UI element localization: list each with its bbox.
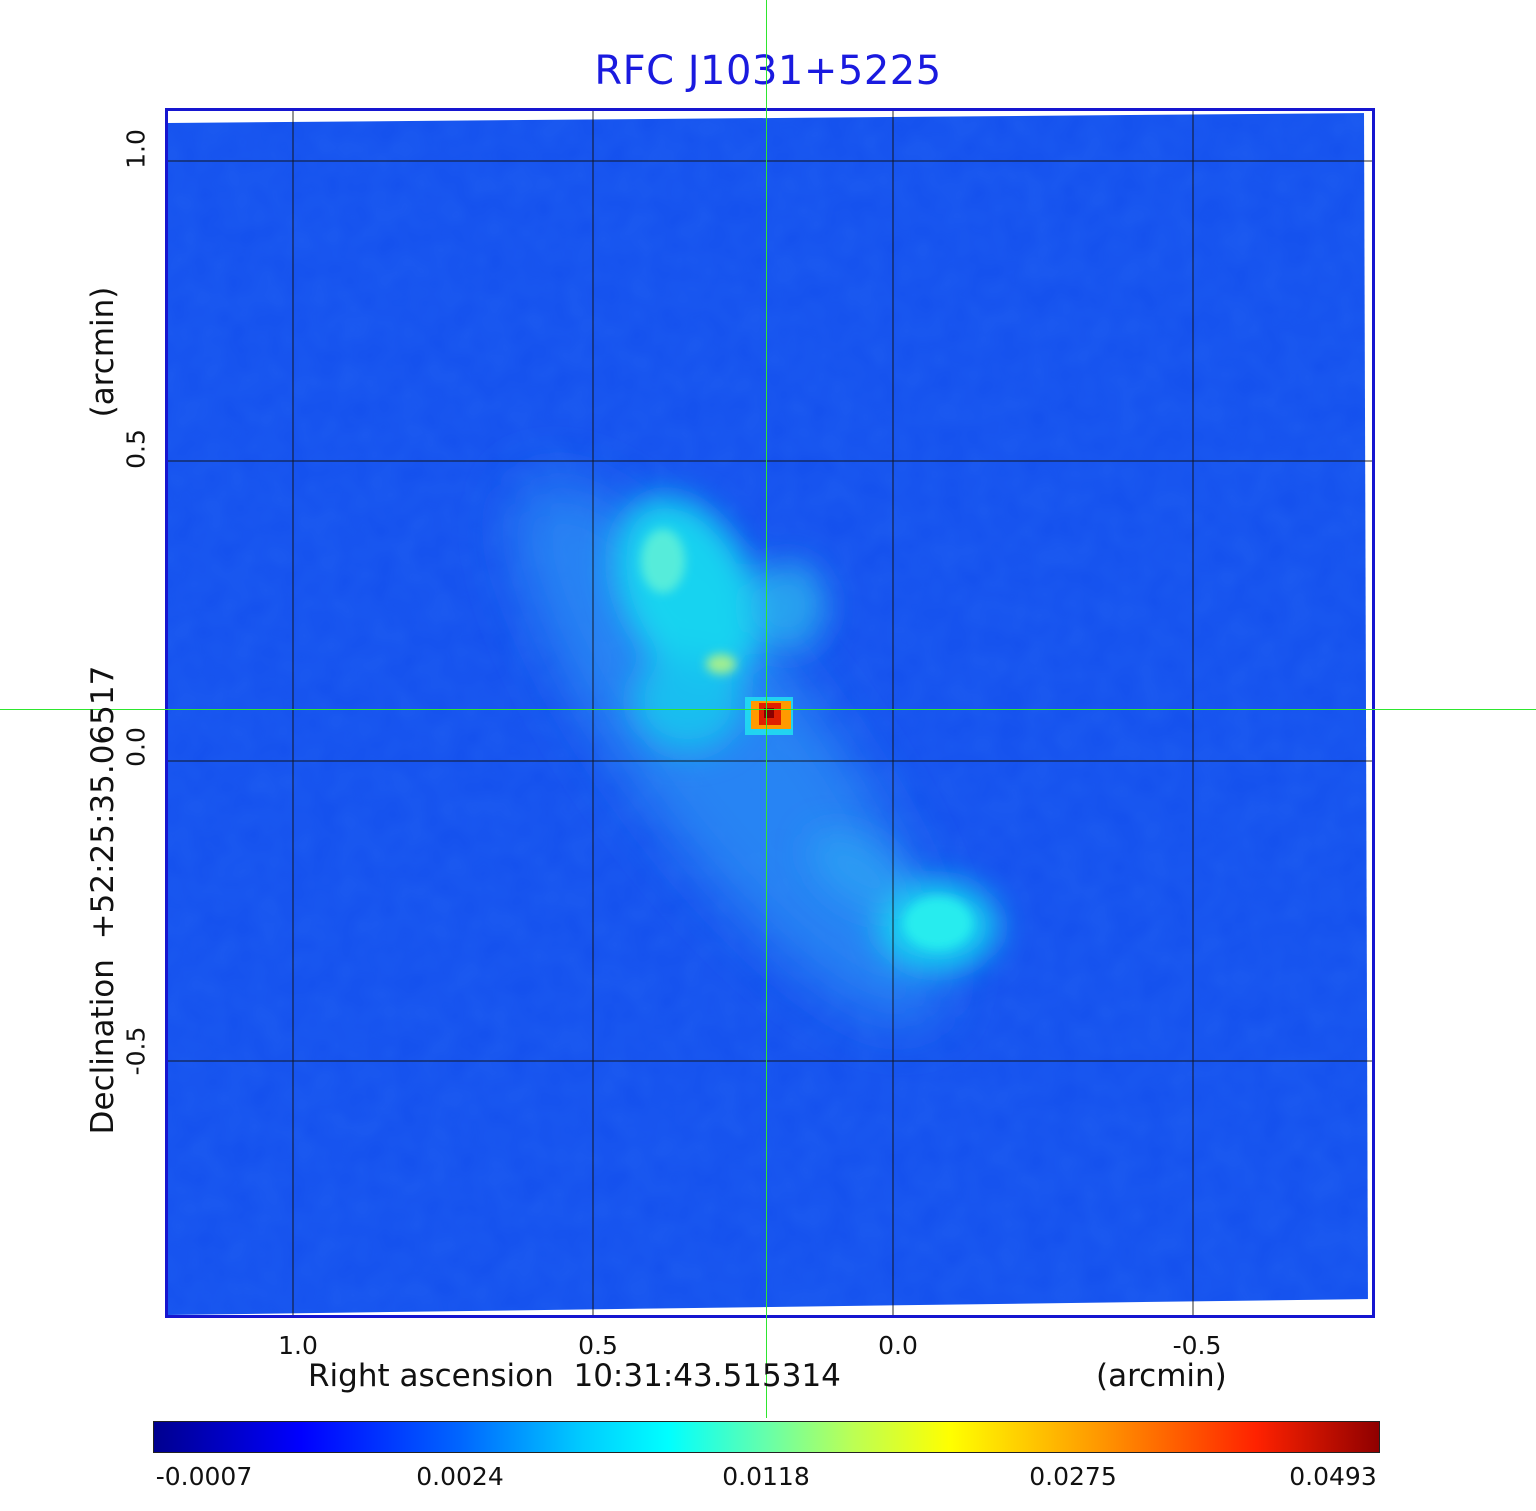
y-tick-label: 0.5	[121, 429, 151, 469]
crosshair-horizontal	[0, 709, 1536, 710]
colorbar-tick-label: 0.0118	[722, 1462, 810, 1491]
colorbar-tick-label: -0.0007	[155, 1462, 253, 1491]
x-tick-label: -0.5	[1172, 1331, 1222, 1360]
image-title: RFC J1031+5225	[594, 48, 942, 94]
colorbar	[153, 1421, 1380, 1453]
colorbar-tick-label: 0.0493	[1289, 1462, 1377, 1491]
y-tick-label: -0.5	[121, 1026, 151, 1076]
y-axis-unit: (arcmin)	[85, 286, 121, 418]
y-axis-label: Declination +52:25:35.06517	[85, 665, 121, 1135]
x-tick-label: 0.0	[878, 1331, 918, 1360]
radio-intensity-map	[168, 111, 1372, 1315]
colorbar-tick-label: 0.0275	[1029, 1462, 1117, 1491]
x-axis-unit: (arcmin)	[1096, 1358, 1227, 1394]
x-axis-label: Right ascension 10:31:43.515314	[308, 1358, 841, 1394]
colorbar-tick-label: 0.0024	[416, 1462, 504, 1491]
y-tick-label: 1.0	[121, 129, 151, 169]
radio-map-panel[interactable]	[165, 108, 1375, 1318]
y-tick-label: 0.0	[121, 727, 151, 767]
x-tick-label: 1.0	[278, 1331, 318, 1360]
x-tick-label: 0.5	[578, 1331, 618, 1360]
